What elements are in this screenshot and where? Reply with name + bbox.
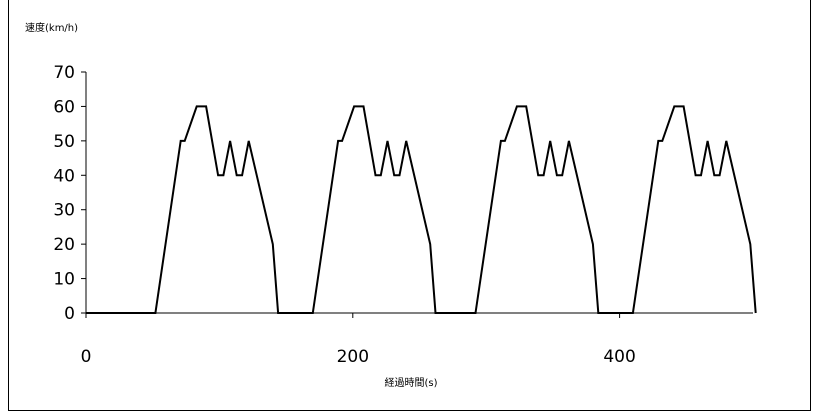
chart-frame: 速度(km/h) 0 10 20 30 40 50 60 70 0 200 400 経過時間(s) (8, 0, 811, 411)
x-ticks: 0 200 400 (81, 313, 636, 367)
speed-series-line (86, 105, 757, 314)
x-tick-label: 400 (603, 347, 635, 367)
series-group (86, 105, 757, 314)
x-axis-label: 経過時間(s) (384, 376, 437, 389)
y-ticks: 0 10 20 30 40 50 60 70 (53, 63, 86, 324)
x-tick-label: 0 (81, 347, 92, 367)
y-tick-label: 10 (53, 270, 75, 290)
y-tick-label: 40 (53, 166, 75, 186)
x-tick-label: 200 (337, 347, 369, 367)
y-axis-label: 速度(km/h) (25, 21, 78, 34)
y-tick-label: 50 (53, 132, 75, 152)
y-tick-label: 0 (64, 304, 75, 324)
y-tick-label: 30 (53, 201, 75, 221)
speed-chart: 速度(km/h) 0 10 20 30 40 50 60 70 0 200 400 経過時間(s) (25, 21, 757, 389)
y-tick-label: 20 (53, 235, 75, 255)
y-tick-label: 60 (53, 97, 75, 117)
y-tick-label: 70 (53, 63, 75, 83)
